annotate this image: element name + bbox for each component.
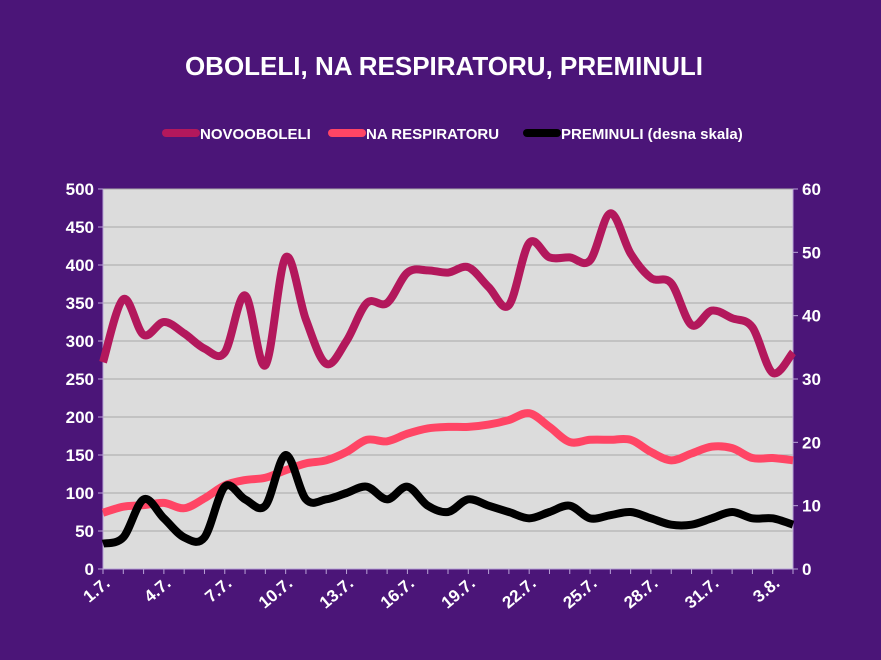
right-tick-label: 60 [802,180,821,199]
x-tick-label: 19.7. [438,574,479,613]
left-tick-label: 300 [66,332,94,351]
left-tick-label: 150 [66,446,94,465]
left-tick-label: 350 [66,294,94,313]
legend-label: PREMINULI (desna skala) [561,126,743,143]
x-tick-label: 13.7. [316,574,357,613]
left-tick-label: 100 [66,484,94,503]
right-tick-label: 10 [802,497,821,516]
x-tick-label: 22.7. [499,574,540,613]
left-tick-label: 400 [66,256,94,275]
right-tick-label: 0 [802,560,811,579]
x-tick-label: 10.7. [255,574,296,613]
x-tick-label: 31.7. [681,574,722,613]
legend: NOVOOBOLELI NA RESPIRATORU PREMINULI (desn… [162,126,743,143]
x-tick-label: 4.7. [141,574,175,607]
right-tick-label: 20 [802,433,821,452]
left-tick-label: 250 [66,370,94,389]
right-tick-label: 40 [802,307,821,326]
left-tick-label: 450 [66,218,94,237]
series-lines [99,209,797,548]
legend-label: NOVOOBOLELI [200,126,311,143]
left-tick-label: 500 [66,180,94,199]
right-tick-label: 50 [802,243,821,262]
x-tick-label: 28.7. [620,574,661,613]
left-tick-label: 0 [85,560,94,579]
x-tick-label: 16.7. [377,574,418,613]
legend-label: NA RESPIRATORU [366,126,499,143]
left-tick-label: 50 [75,522,94,541]
x-tick-label: 3.8. [749,574,783,607]
left-tick-label: 200 [66,408,94,427]
x-tick-label: 7.7. [201,574,235,607]
x-tick-label: 25.7. [559,574,600,613]
chart-title: OBOLELI, NA RESPIRATORU, PREMINULI [185,51,703,81]
right-tick-label: 30 [802,370,821,389]
series-line-1 [99,209,797,378]
